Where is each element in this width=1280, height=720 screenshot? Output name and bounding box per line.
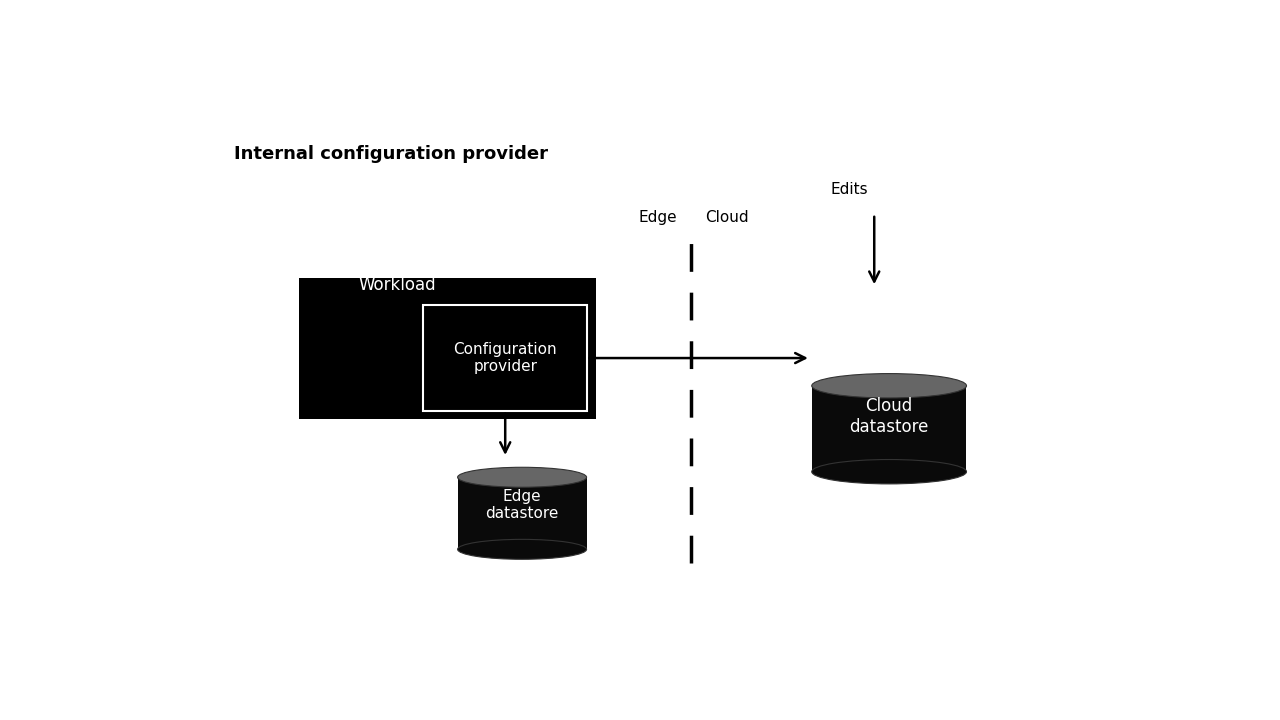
Ellipse shape — [812, 374, 966, 398]
Ellipse shape — [812, 459, 966, 484]
Text: Edits: Edits — [831, 182, 868, 197]
Polygon shape — [812, 386, 966, 472]
Text: Edge: Edge — [639, 210, 677, 225]
Bar — [422, 305, 586, 410]
Bar — [300, 278, 596, 419]
Text: Edge
datastore: Edge datastore — [485, 489, 559, 521]
Ellipse shape — [457, 539, 586, 559]
Text: Cloud
datastore: Cloud datastore — [850, 397, 929, 436]
Text: Internal configuration provider: Internal configuration provider — [234, 145, 548, 163]
Ellipse shape — [457, 467, 586, 487]
Polygon shape — [458, 477, 586, 549]
Text: Workload: Workload — [358, 276, 436, 294]
Text: Cloud: Cloud — [705, 210, 749, 225]
Text: Configuration
provider: Configuration provider — [453, 342, 557, 374]
